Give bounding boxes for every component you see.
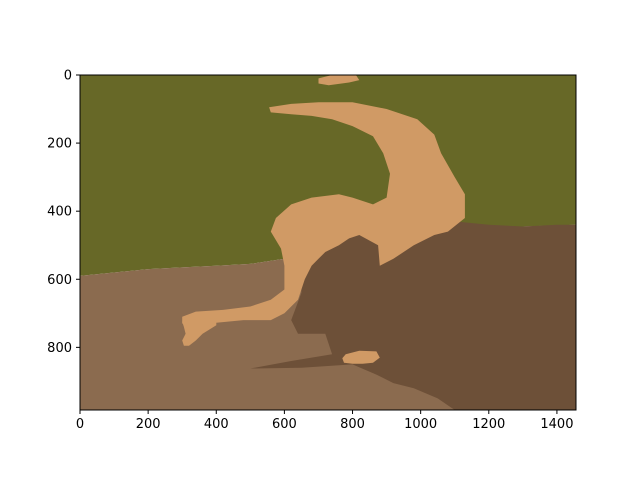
region-cat-body [182,102,465,326]
image-layer [80,75,576,410]
region-cat-front-paw [182,318,217,346]
x-tick-label: 600 [272,417,297,432]
y-tick-label: 0 [64,69,72,84]
region-cat-back-paw [342,350,380,364]
y-tick-label: 600 [47,273,72,288]
y-tick-label: 400 [47,205,72,220]
y-tick-label: 200 [47,137,72,152]
region-cat-top-patch [318,75,360,86]
x-tick-label: 800 [340,417,365,432]
x-axis: 0 200 400 600 800 1000 1200 1400 [76,410,573,432]
x-tick-label: 0 [76,417,84,432]
plot-frame [79,74,577,411]
y-tick-label: 800 [47,341,72,356]
region-shadow [250,221,576,410]
x-tick-label: 400 [204,417,229,432]
x-tick-label: 1000 [404,417,437,432]
x-tick-label: 200 [136,417,161,432]
y-axis: 0 200 400 600 800 [47,69,80,356]
x-tick-label: 1200 [472,417,505,432]
x-tick-label: 1400 [540,417,573,432]
